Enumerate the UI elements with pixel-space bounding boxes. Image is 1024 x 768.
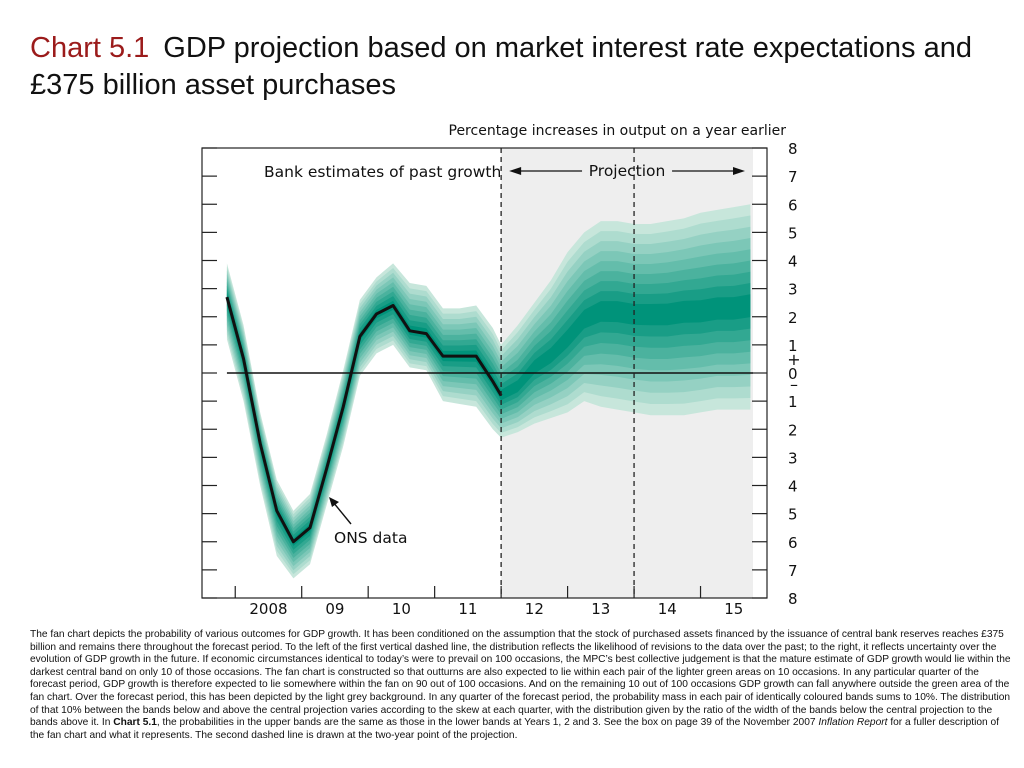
ons-annotation-arrowhead	[329, 497, 339, 507]
y-tick-label: 4	[788, 478, 798, 496]
x-tick-label: 15	[724, 600, 743, 614]
y-tick-label: 2	[788, 421, 798, 439]
x-tick-label: 12	[525, 600, 544, 614]
x-axis-ticks: 2008 09 10 11 12 13 14 15	[234, 586, 743, 614]
chart-title: Chart 5.1 GDP projection based on market …	[30, 30, 990, 104]
chart-footnote: The fan chart depicts the probability of…	[30, 629, 1016, 742]
chart-number-label: Chart 5.1	[30, 32, 150, 64]
y-axis-label: Percentage increases in output on a year…	[449, 123, 787, 139]
positive-sign: +	[787, 350, 800, 369]
x-tick-label: 10	[392, 600, 411, 614]
projection-annotation: Projection	[589, 162, 666, 180]
footnote-chart-ref: Chart 5.1	[113, 717, 157, 729]
past-growth-annotation: Bank estimates of past growth	[264, 163, 501, 181]
y-tick-label: 8	[788, 140, 798, 158]
x-tick-label: 14	[658, 600, 677, 614]
y-tick-label: 1	[788, 337, 798, 355]
y-tick-label: 6	[788, 534, 798, 552]
y-axis-ticks: 8 7 6 5 4 3 2 1 0 1 2 3 4 5 6 7 8	[202, 140, 798, 608]
ons-annotation-arrow	[332, 501, 352, 525]
y-tick-label: 3	[788, 281, 798, 299]
y-tick-label: 7	[788, 562, 798, 580]
negative-sign: –	[790, 375, 798, 394]
x-tick-label: 13	[591, 600, 610, 614]
footnote-report-title: Inflation Report	[818, 717, 888, 729]
footnote-text-1: The fan chart depicts the probability of…	[30, 629, 1011, 729]
y-tick-label: 6	[788, 196, 798, 214]
footnote-text-3: for a fuller description of the fan char…	[30, 717, 1000, 741]
x-tick-label: 11	[458, 600, 477, 614]
y-tick-label: 3	[788, 449, 798, 467]
y-tick-label: 5	[788, 224, 798, 242]
projection-arrowhead-right	[733, 167, 745, 175]
y-tick-label: 8	[788, 590, 798, 608]
projection-arrowhead-left	[509, 167, 522, 175]
footnote-text-2: , the probabilities in the upper bands a…	[156, 717, 819, 729]
ons-data-line	[225, 296, 503, 544]
y-tick-label: 4	[788, 253, 798, 271]
chart-title-text: GDP projection based on market interest …	[30, 32, 972, 101]
x-tick-label: 09	[325, 600, 344, 614]
y-tick-label: 2	[788, 309, 798, 327]
y-tick-label: 0	[788, 365, 798, 383]
x-tick-label: 2008	[249, 600, 287, 614]
y-tick-label: 5	[788, 506, 798, 524]
y-tick-label: 7	[788, 168, 798, 186]
y-tick-label: 1	[788, 393, 798, 411]
ons-data-annotation: ONS data	[334, 529, 407, 547]
fan-band-1	[226, 293, 751, 546]
